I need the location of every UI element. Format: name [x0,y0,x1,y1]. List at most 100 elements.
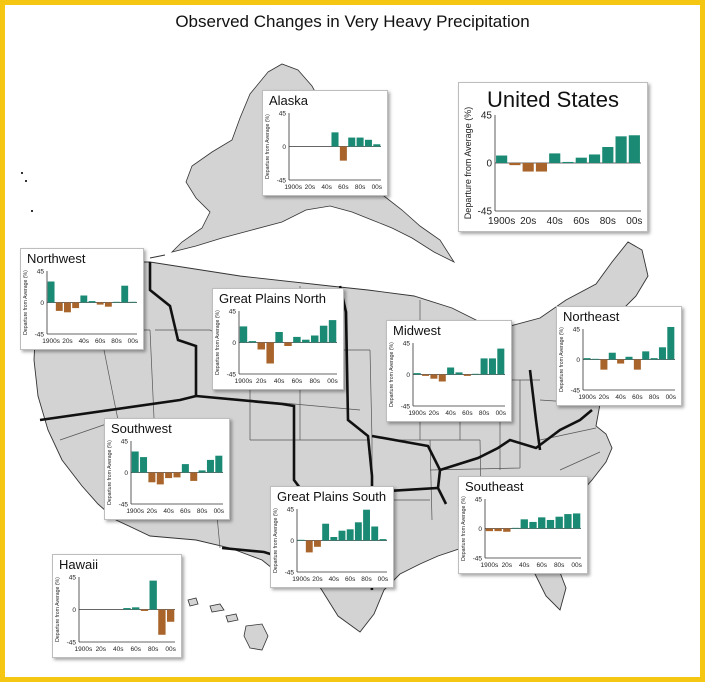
chart-southeast: 45 0 -45 Departure from Average (%) 1900s 20s… [461,496,583,569]
bar-1970s [190,472,198,481]
bar-2000s [667,326,675,360]
x-tick-label: 40s [321,184,332,191]
x-tick-label: 60s [180,508,191,515]
bar-1980s [363,509,370,541]
x-tick-label: 00s [327,378,338,385]
x-tick-label: 20s [429,410,440,417]
bar-1960s [293,336,301,343]
bar-1960s [633,359,641,370]
bar-1910s [494,528,502,532]
x-tick-label: 00s [128,338,139,345]
x-tick-label: 20s [96,646,107,653]
bar-1980s [149,580,157,610]
bar-1900s [496,155,508,163]
bar-1960s [538,517,546,529]
panel-southeast: Southeast 45 0 -45 Departure from Average (… [458,476,588,574]
bar-2000s [572,513,581,529]
bar-1970s [546,519,555,529]
x-tick-label: 1900s [75,646,93,653]
y-tick-label: -45 [571,387,581,394]
x-tick-label: 20s [62,338,73,345]
x-tick-label: 40s [274,378,285,385]
bar-1930s [608,352,616,360]
chart-united-states: 45 0 -45 Departure from Average (%) 1900s 20s… [463,107,642,227]
chart-great-plains-south: 45 0 -45 Departure from Average (%) 1900s 20s… [273,506,389,583]
x-tick-label: 60s [338,184,349,191]
bar-1960s [132,607,140,610]
y-tick-label: 0 [576,357,580,364]
bar-1910s [55,302,63,311]
bar-2000s [373,144,381,147]
hawaii-islands [187,597,269,651]
panel-great-plains-north: Great Plains North 45 0 -45 Departure from … [212,288,344,390]
bar-1930s [72,302,80,309]
bar-1990s [158,609,166,635]
panel-alaska: Alaska 45 0 -45 Departure from Average (%) 1… [262,90,388,196]
y-tick-label: 0 [486,159,492,170]
x-tick-label: 40s [615,394,626,401]
bar-1940s [549,153,561,163]
bar-1940s [617,359,625,364]
y-axis-label: Departure from Average (%) [389,342,395,407]
bar-1990s [564,514,572,529]
bar-1970s [140,609,149,611]
bar-1950s [625,356,633,360]
y-tick-label: -45 [119,501,129,508]
bar-1910s [140,457,148,473]
bar-1970s [302,339,310,343]
bar-1930s [156,472,164,485]
y-tick-label: 45 [403,340,411,347]
bar-1900s [583,358,591,360]
bar-1900s [47,281,55,303]
bar-1970s [104,302,112,307]
bar-1970s [354,522,362,541]
x-tick-label: 1900s [488,216,515,227]
panel-title: United States [486,87,620,112]
x-tick-label: 20s [312,576,323,583]
bar-1910s [305,540,313,553]
y-tick-label: 0 [232,340,236,347]
x-tick-label: 00s [165,646,176,653]
bar-1900s [239,326,248,343]
bar-1950s [123,608,131,610]
y-axis-label: Departure from Average (%) [461,496,467,561]
x-tick-label: 1900s [42,338,60,345]
x-tick-label: 80s [361,576,372,583]
bar-1900s [297,539,305,541]
bar-1920s [314,540,321,547]
x-tick-label: 1900s [578,394,596,401]
x-tick-label: 20s [502,562,513,569]
bar-1980s [555,516,563,529]
bar-1960s [181,464,189,473]
x-tick-label: 60s [345,576,356,583]
bar-1990s [371,526,379,541]
y-tick-label: -45 [401,403,411,410]
bar-1960s [96,302,104,305]
bar-1930s [511,527,520,529]
bar-1970s [588,154,601,163]
x-tick-label: 00s [372,184,383,191]
x-tick-label: 40s [79,338,90,345]
bar-2000s [628,135,640,163]
panel-northeast: Northeast 45 0 -45 Departure from Average (… [556,306,682,406]
x-tick-label: 00s [666,394,677,401]
y-tick-label: 0 [282,144,286,151]
bar-1920s [522,163,534,172]
x-tick-label: 20s [256,378,267,385]
x-tick-label: 80s [309,378,320,385]
panel-hawaii: Hawaii 45 0 -45 Departure from Average (%) 1… [52,554,182,658]
chart-hawaii: 45 0 -45 Departure from Average (%) 1900s 20s… [55,574,177,653]
bar-1980s [650,358,658,360]
island-dots [21,172,33,212]
y-tick-label: -45 [285,569,295,576]
bar-1990s [658,347,666,360]
panel-title: Southeast [465,479,524,494]
bar-1900s [131,451,139,473]
x-tick-label: 40s [163,508,174,515]
x-tick-label: 00s [378,576,389,583]
chart-northwest: 45 0 -45 Departure from Average (%) 1900s 20s… [23,268,139,345]
bar-1960s [346,529,354,541]
x-tick-label: 60s [95,338,106,345]
bar-1910s [422,374,430,376]
y-axis-label: Departure from Average (%) [215,310,221,375]
